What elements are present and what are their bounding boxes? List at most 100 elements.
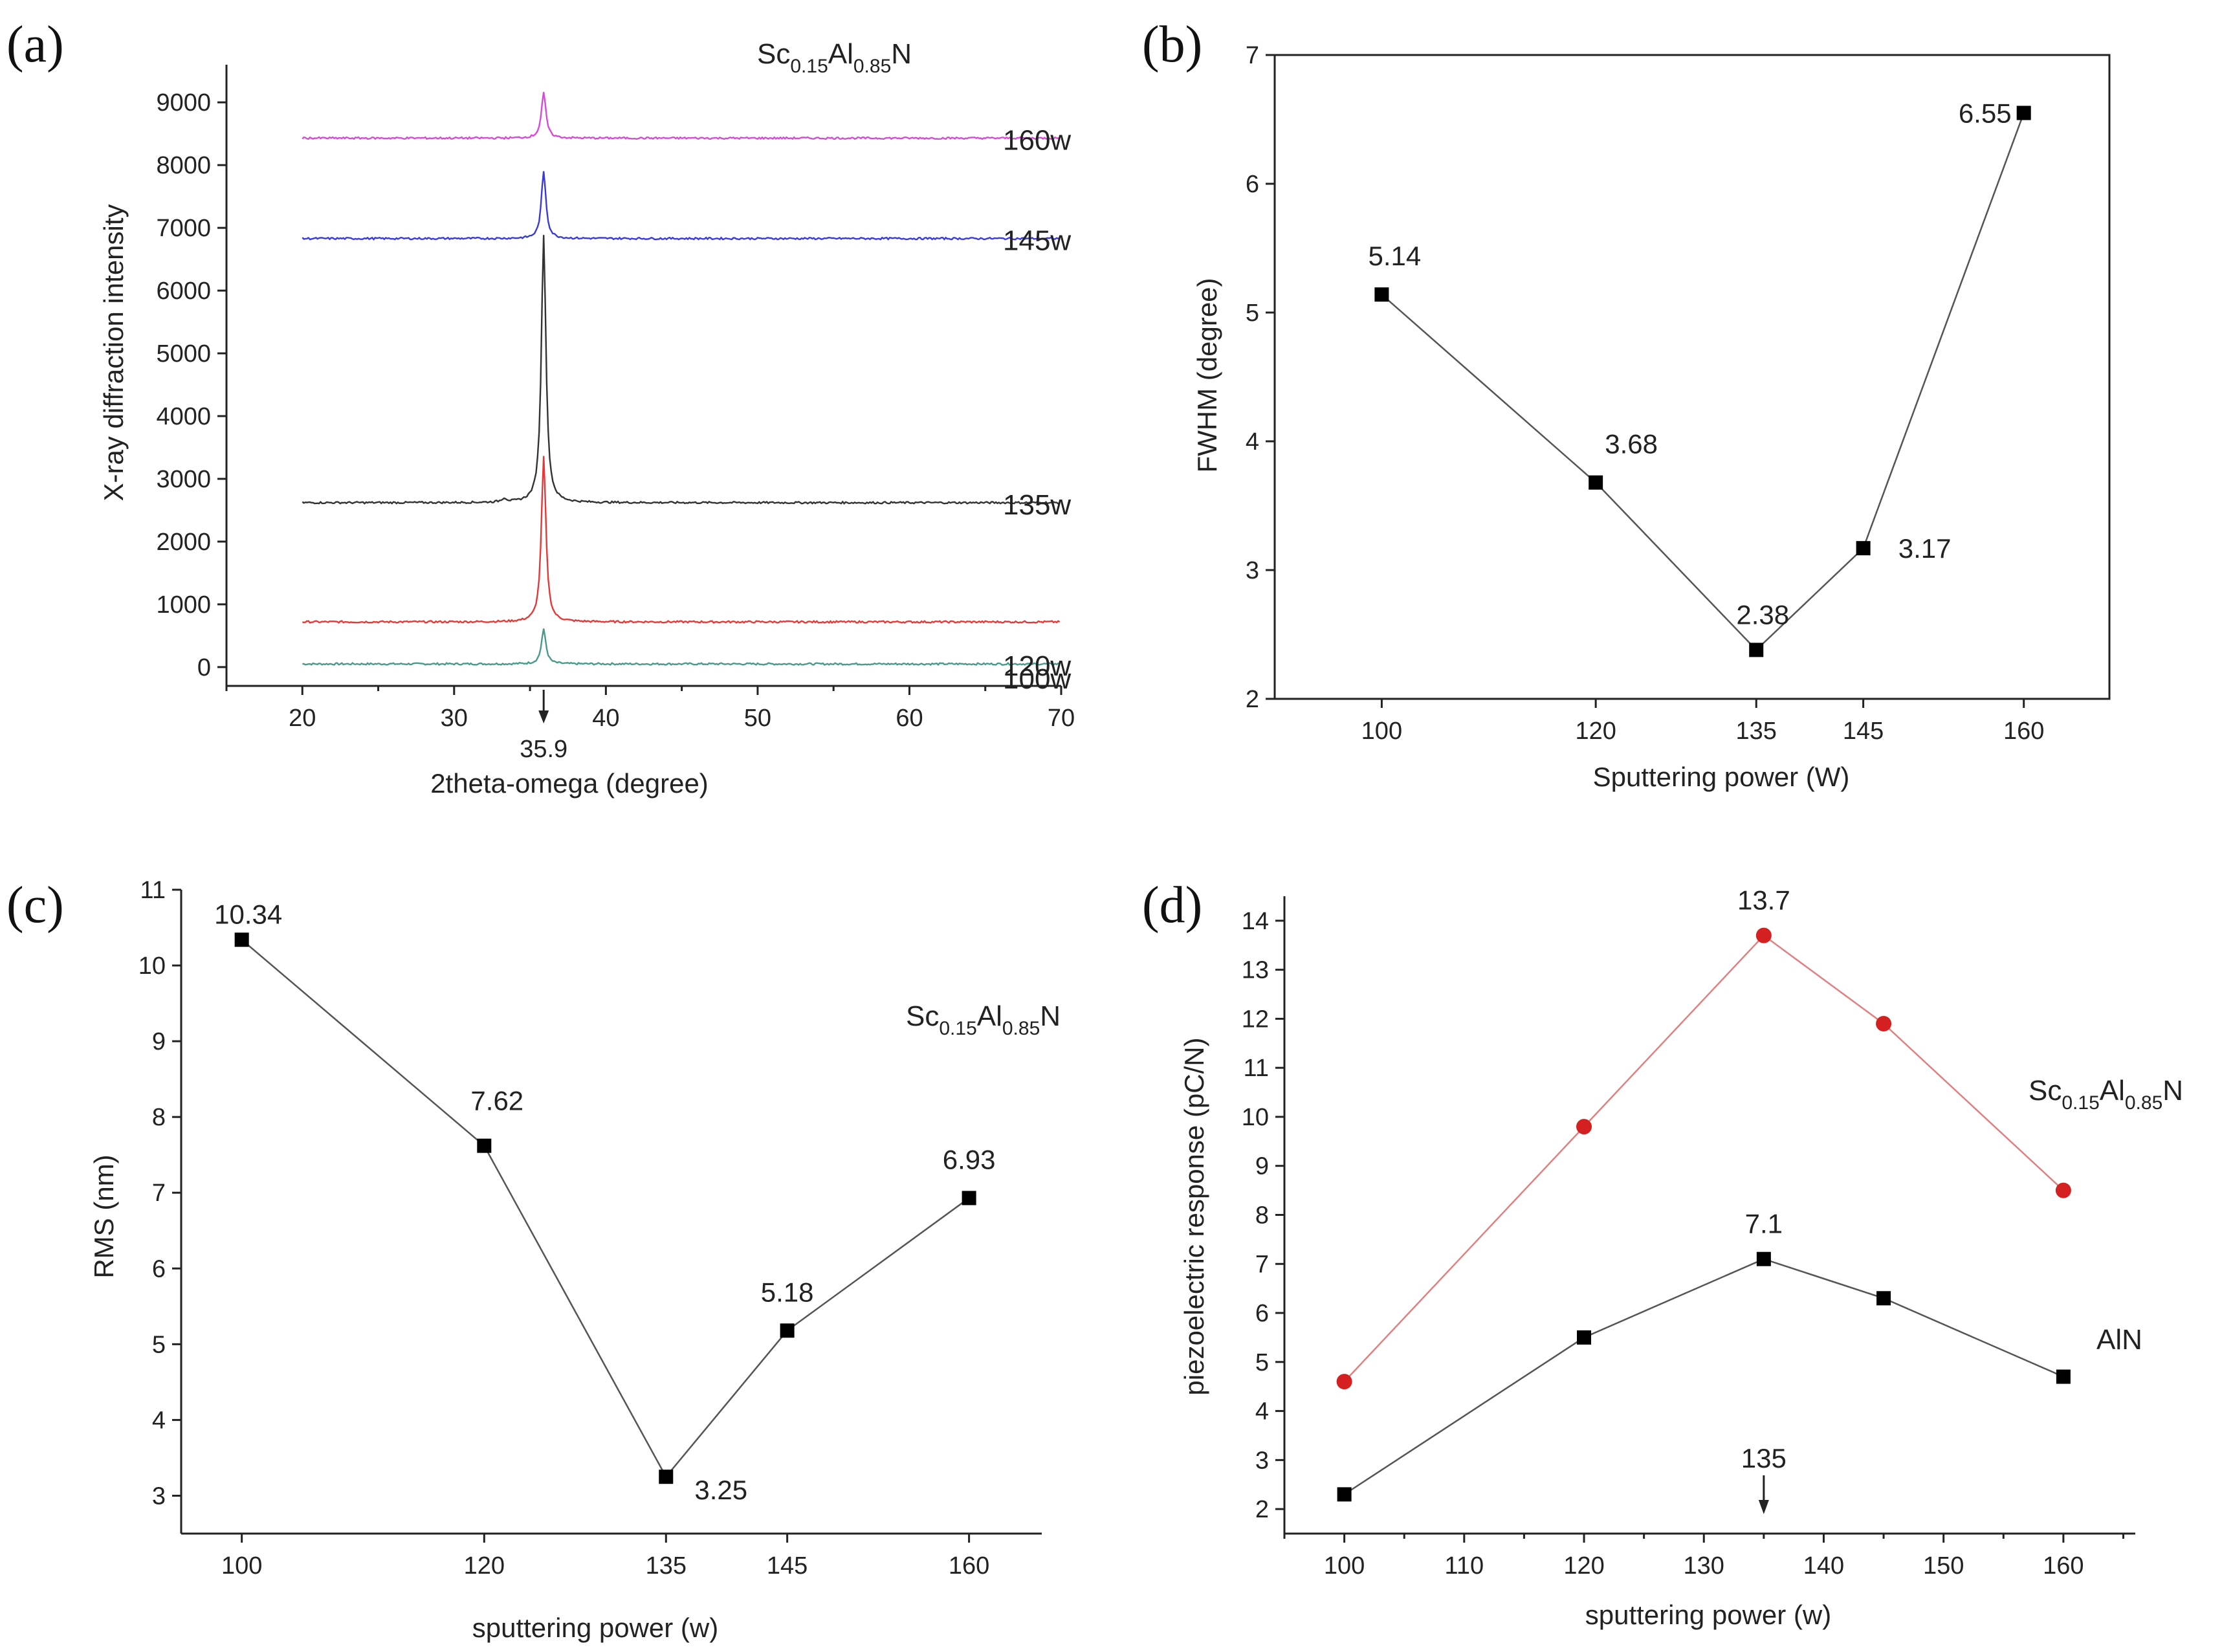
d-x-tick-label: 160 (2043, 1552, 2084, 1580)
d-y-tick-label: 8 (1255, 1202, 1269, 1229)
a-x-tick-label: 70 (1048, 705, 1075, 732)
panel-a-series-line (302, 628, 1061, 666)
c-x-tick-label: 120 (464, 1552, 505, 1580)
c-data-point (477, 1138, 492, 1153)
d-y-tick-label: 6 (1255, 1300, 1269, 1327)
b-data-label: 5.14 (1369, 241, 1422, 271)
a-y-tick-label: 6000 (156, 278, 211, 305)
panel-b-plot-frame (1273, 54, 2111, 700)
c-data-point (962, 1191, 976, 1206)
panel-a-series-label: 100w (1003, 663, 1071, 695)
panel-a-formula: Sc0.15Al0.85N (757, 38, 912, 77)
panel-d-series (1336, 927, 2071, 1502)
d-y-tick-label: 11 (1244, 1055, 1269, 1082)
c-y-tick-label: 9 (152, 1028, 166, 1055)
panel-d-data-point-scaln (1876, 1016, 1892, 1031)
panel-d-label: (d) (1142, 877, 1202, 934)
panel-a-series-label: 135w (1003, 489, 1071, 521)
panel-a: (a) 0 1000 2000 3000 4000 5000 6000 7000 8000 900… (6, 16, 1075, 798)
a-y-tick-label: 7000 (156, 215, 211, 242)
panel-a-peak-marker: 35.9 (520, 690, 567, 763)
b-x-tick-label: 145 (1843, 718, 1884, 745)
panel-a-x-ticks: 20 30 40 50 60 70 (225, 686, 1075, 732)
b-data-point (2016, 105, 2031, 120)
panel-d-data-point-aln (1577, 1330, 1592, 1345)
d-y-tick-label: 14 (1242, 908, 1269, 935)
a-x-tick-label: 20 (289, 705, 316, 732)
a-y-tick-label: 0 (197, 654, 211, 681)
panel-d-peak-label: 7.1 (1745, 1209, 1783, 1239)
c-y-tick-label: 8 (152, 1104, 166, 1131)
c-data-label: 3.25 (694, 1475, 747, 1505)
b-y-tick-label: 4 (1246, 428, 1259, 456)
c-data-label: 7.62 (470, 1086, 523, 1116)
panel-d-arrow-label: 135 (1741, 1443, 1787, 1473)
c-y-tick-label: 11 (140, 877, 166, 904)
panel-b-y-title: FWHM (degree) (1192, 278, 1222, 472)
a-y-tick-label: 1000 (156, 591, 211, 619)
c-x-tick-label: 145 (767, 1552, 808, 1580)
a-y-tick-label: 4000 (156, 403, 211, 430)
d-x-tick-label: 130 (1684, 1552, 1724, 1580)
panel-c: (c) 3 4 5 6 7 8 9 10 11 100 120 135 145 160 10.34 7.6… (6, 877, 1061, 1643)
panel-c-y-ticks: 3 4 5 6 7 8 9 10 11 (138, 877, 181, 1510)
d-y-tick-label: 4 (1255, 1398, 1269, 1426)
panel-d-peak-label: 13.7 (1737, 885, 1790, 916)
panel-a-series-line (302, 92, 1061, 140)
c-y-tick-label: 5 (152, 1331, 166, 1358)
a-y-tick-label: 3000 (156, 466, 211, 493)
d-y-tick-label: 9 (1255, 1153, 1269, 1180)
panel-c-axes (180, 890, 1042, 1535)
d-y-tick-label: 10 (1242, 1104, 1269, 1131)
b-y-tick-label: 7 (1246, 42, 1259, 69)
panel-c-formula: Sc0.15Al0.85N (906, 1000, 1061, 1039)
c-data-label: 6.93 (943, 1144, 996, 1174)
a-y-tick-label: 5000 (156, 340, 211, 368)
b-y-tick-label: 5 (1246, 300, 1259, 327)
panel-c-markers (234, 932, 976, 1484)
panel-a-y-ticks: 0 1000 2000 3000 4000 5000 6000 7000 8000 9000 (156, 89, 226, 681)
c-x-tick-label: 160 (949, 1552, 989, 1580)
d-y-tick-label: 5 (1255, 1349, 1269, 1376)
panel-b-label: (b) (1142, 16, 1202, 73)
panel-c-data-labels: 10.34 7.62 3.25 5.18 6.93 (214, 899, 995, 1505)
panel-d-x-ticks: 100 110 120 130 140 150 160 (1283, 1534, 2124, 1580)
panel-a-series-label: 145w (1003, 225, 1071, 257)
b-data-label: 6.55 (1959, 98, 2012, 129)
a-y-tick-label: 9000 (156, 89, 211, 116)
a-x-tick-label: 30 (441, 705, 468, 732)
panel-a-y-title: X-ray diffraction intensity (98, 204, 129, 501)
c-data-point (659, 1470, 674, 1484)
a-x-tick-label: 60 (896, 705, 923, 732)
panel-c-y-title: RMS (nm) (89, 1154, 119, 1278)
b-data-label: 3.68 (1605, 429, 1658, 459)
b-x-tick-label: 135 (1736, 718, 1777, 745)
panel-d-data-point-aln (1337, 1487, 1352, 1502)
panel-c-x-ticks: 100 120 135 145 160 (221, 1534, 989, 1580)
panel-a-series-label: 120w (1003, 650, 1071, 682)
panel-d-aln-name: AlN (2096, 1324, 2142, 1356)
c-y-tick-label: 3 (152, 1482, 166, 1510)
panel-d-data-point-scaln (1576, 1119, 1592, 1135)
b-data-point (1856, 541, 1871, 556)
d-x-tick-label: 150 (1923, 1552, 1964, 1580)
b-data-point (1589, 475, 1603, 490)
panel-d-y-title: piezoelectric response (pC/N) (1179, 1037, 1209, 1395)
a-y-tick-label: 8000 (156, 152, 211, 179)
d-x-tick-label: 110 (1445, 1552, 1484, 1580)
d-y-tick-label: 12 (1242, 1006, 1269, 1033)
c-y-tick-label: 4 (152, 1407, 166, 1434)
panel-b-x-ticks: 100 120 135 145 160 (1361, 699, 2044, 745)
panel-a-series (302, 92, 1061, 666)
panel-a-label: (a) (6, 16, 64, 73)
panel-d-data-labels: 13.7 7.1 (1737, 885, 1790, 1239)
panel-d-y-ticks: 2 3 4 5 6 7 8 9 10 11 12 13 14 (1242, 908, 1284, 1523)
c-data-label: 10.34 (214, 899, 282, 929)
c-y-tick-label: 6 (152, 1255, 166, 1283)
d-x-tick-label: 140 (1803, 1552, 1844, 1580)
panel-d-series-line (1343, 1258, 2064, 1495)
c-y-tick-label: 7 (152, 1180, 166, 1207)
panel-d-scaln-name: Sc0.15Al0.85N (2029, 1075, 2183, 1114)
panel-d-data-point-aln (1756, 1251, 1771, 1266)
panel-b: (b) 2 3 4 5 6 7 100 120 135 145 160 5.14 3.68 2.38 3… (1142, 16, 2111, 792)
